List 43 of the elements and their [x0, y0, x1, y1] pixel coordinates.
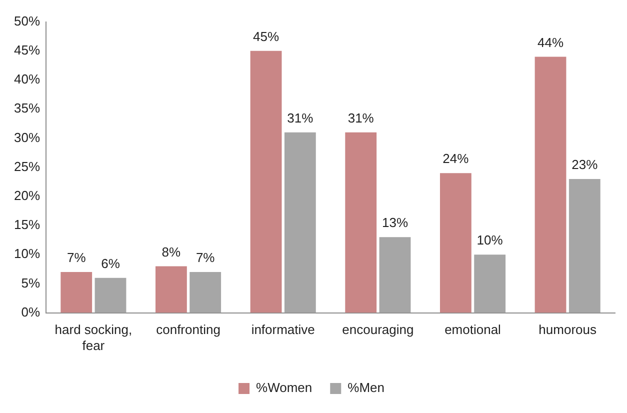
- x-tick-label: confronting: [156, 322, 220, 338]
- bar: [94, 278, 126, 313]
- data-label: 10%: [476, 232, 504, 248]
- data-label: 6%: [101, 256, 120, 271]
- y-tick-label: 50%: [14, 13, 40, 28]
- bar: [345, 132, 377, 313]
- data-label: 31%: [287, 110, 314, 126]
- y-tick-label: 0%: [21, 304, 40, 320]
- data-label: 44%: [538, 34, 564, 50]
- y-tick-label: 30%: [14, 130, 40, 145]
- x-tick-label: hard socking, fear: [54, 322, 132, 353]
- y-tick-label: 15%: [14, 217, 40, 232]
- y-tick-label: 35%: [14, 100, 40, 116]
- y-tick-label: 45%: [14, 42, 40, 58]
- legend-label: %Women: [256, 380, 312, 396]
- data-label: 13%: [382, 215, 408, 230]
- data-label: 23%: [572, 157, 598, 172]
- bar: [60, 272, 92, 313]
- bar: [379, 237, 411, 313]
- bar: [474, 254, 506, 313]
- data-label: 45%: [253, 28, 280, 44]
- bar: [155, 266, 187, 313]
- y-tick-label: 20%: [14, 188, 40, 203]
- data-label: 31%: [348, 110, 374, 126]
- bar: [568, 178, 600, 313]
- bar: [440, 173, 472, 313]
- x-tick-label: informative: [251, 322, 315, 338]
- legend-label: %Men: [348, 380, 384, 396]
- y-tick-label: 5%: [21, 275, 40, 290]
- bar: [190, 272, 222, 313]
- data-label: 7%: [196, 250, 216, 266]
- y-tick-label: 10%: [14, 246, 40, 262]
- data-label: 24%: [442, 151, 470, 166]
- x-tick-label: encouraging: [342, 322, 414, 338]
- y-tick-label: 25%: [14, 158, 40, 174]
- bar: [284, 132, 316, 313]
- y-tick-label: 40%: [14, 72, 40, 87]
- data-label: 7%: [66, 250, 86, 266]
- bar: [250, 50, 282, 313]
- data-label: 8%: [162, 244, 182, 260]
- x-tick-label: humorous: [538, 322, 597, 338]
- bar: [534, 56, 566, 313]
- x-tick-label: emotional: [444, 322, 502, 338]
